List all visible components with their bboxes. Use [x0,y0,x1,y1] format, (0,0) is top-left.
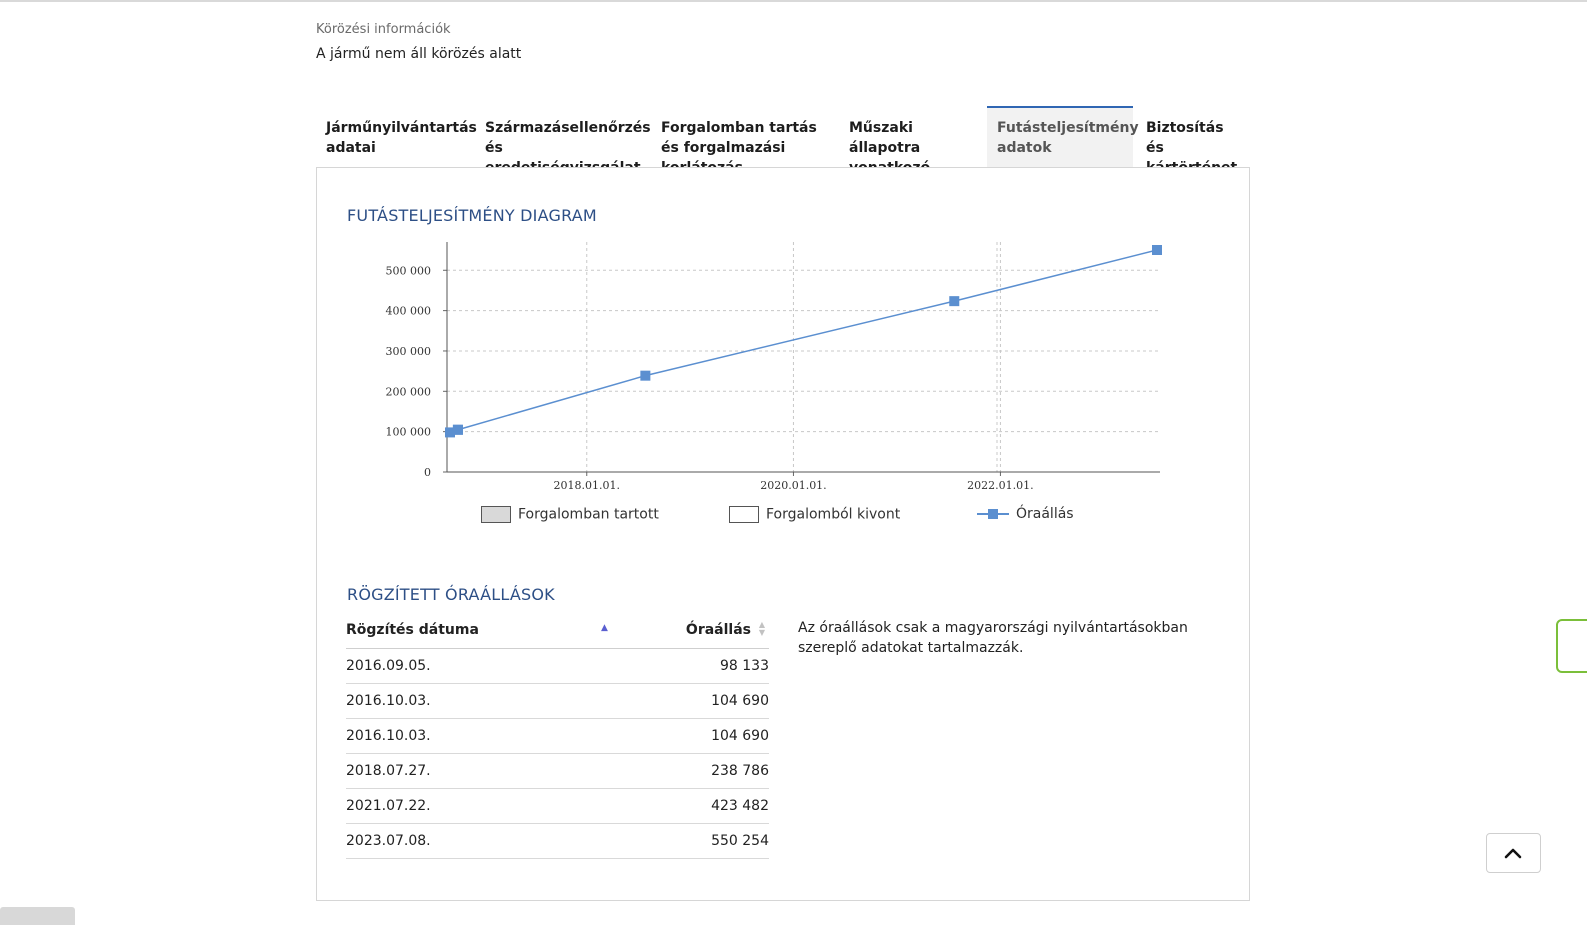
tab-panel [316,167,1250,901]
tab-origin-check[interactable]: Származásellenőrzés és eredetiségvizsgál… [485,120,651,176]
row-date: 2016.10.03. [346,728,431,744]
legend-label-odometer: Óraállás [1016,506,1074,522]
records-title: RÖGZÍTETT ÓRAÁLLÁSOK [347,585,555,604]
sort-icon[interactable]: ▲ ▼ [758,620,765,637]
row-value: 104 690 [711,728,769,744]
tab-vehicle-registry[interactable]: Járműnyilvántartás adatai [326,120,477,156]
odometer-table: Rögzítés dátuma ▲ Óraállás ▲ ▼ 2016.09.05… [346,612,769,859]
legend-withdrawn: Forgalomból kivont [729,506,900,523]
row-date: 2023.07.08. [346,833,431,849]
legend-swatch-white [729,506,759,523]
legend-in-traffic: Forgalomban tartott [481,506,659,523]
table-row: 2016.09.05. 98 133 [346,649,769,684]
row-value: 423 482 [711,798,769,814]
legend-label-withdrawn: Forgalomból kivont [766,506,901,523]
data-point [949,296,960,307]
tab-insurance[interactable]: Biztosítás és kártörténet [1146,120,1237,176]
pursuit-info-label: Körözési információk [316,22,451,37]
tab-technical-condition[interactable]: Műszaki állapotra vonatkozó adatok [849,120,930,196]
row-date: 2021.07.22. [346,798,431,814]
data-point [1152,245,1162,256]
row-value: 104 690 [711,693,769,709]
tab-traffic-restrictions[interactable]: Forgalomban tartás és forgalmazási korlá… [661,120,817,176]
y-tick-label: 200 000 [386,385,432,398]
table-row: 2016.10.03. 104 690 [346,719,769,754]
row-date: 2016.09.05. [346,658,431,674]
chevron-up-icon [1504,848,1522,859]
legend-label-in-traffic: Forgalomban tartott [518,506,659,523]
y-tick-label: 100 000 [386,426,432,439]
legend-line-marker-icon [977,506,1009,522]
y-tick-label: 400 000 [386,305,432,318]
bottom-edge-tab[interactable] [0,907,75,925]
tab-bar: Járműnyilvántartás adatai Származásellen… [316,106,1251,196]
x-tick-label: 2018.01.01. [554,479,620,492]
mileage-chart: 0 100 000 200 000 300 000 400 000 500 000 2018… [386,242,1162,492]
sort-ascending-icon[interactable]: ▲ [601,623,608,633]
pursuit-info-value: A jármű nem áll körözés alatt [316,46,522,62]
side-widget[interactable] [1556,619,1587,673]
y-tick-label: 500 000 [386,264,432,277]
table-row: 2016.10.03. 104 690 [346,684,769,719]
row-date: 2016.10.03. [346,693,431,709]
row-value: 98 133 [720,658,769,674]
table-row: 2021.07.22. 423 482 [346,789,769,824]
y-tick-label: 300 000 [386,345,432,358]
data-point [452,424,463,435]
data-point [640,370,651,381]
row-value: 238 786 [711,763,769,779]
x-tick-label: 2022.01.01. [967,479,1033,492]
row-value: 550 254 [711,833,769,849]
x-tick-label: 2020.01.01. [760,479,826,492]
row-date: 2018.07.27. [346,763,431,779]
col-header-odometer[interactable]: Óraállás [685,622,751,638]
top-divider [0,0,1587,2]
scroll-top-button[interactable] [1486,833,1541,873]
data-point [445,427,455,438]
records-note: Az óraállások csak a magyarországi nyilv… [798,620,1188,656]
col-header-date[interactable]: Rögzítés dátuma [346,622,479,638]
table-row: 2018.07.27. 238 786 [346,754,769,789]
table-header: Rögzítés dátuma ▲ Óraállás ▲ ▼ [346,612,769,649]
tab-mileage[interactable]: Futásteljesítmény adatok [987,106,1139,168]
legend-odometer: Óraállás [977,506,1074,522]
y-tick-label: 0 [424,466,431,479]
legend-swatch-grey [481,506,511,523]
series-line [449,249,1158,434]
diagram-title: FUTÁSTELJESÍTMÉNY DIAGRAM [347,206,597,225]
table-row: 2023.07.08. 550 254 [346,824,769,859]
